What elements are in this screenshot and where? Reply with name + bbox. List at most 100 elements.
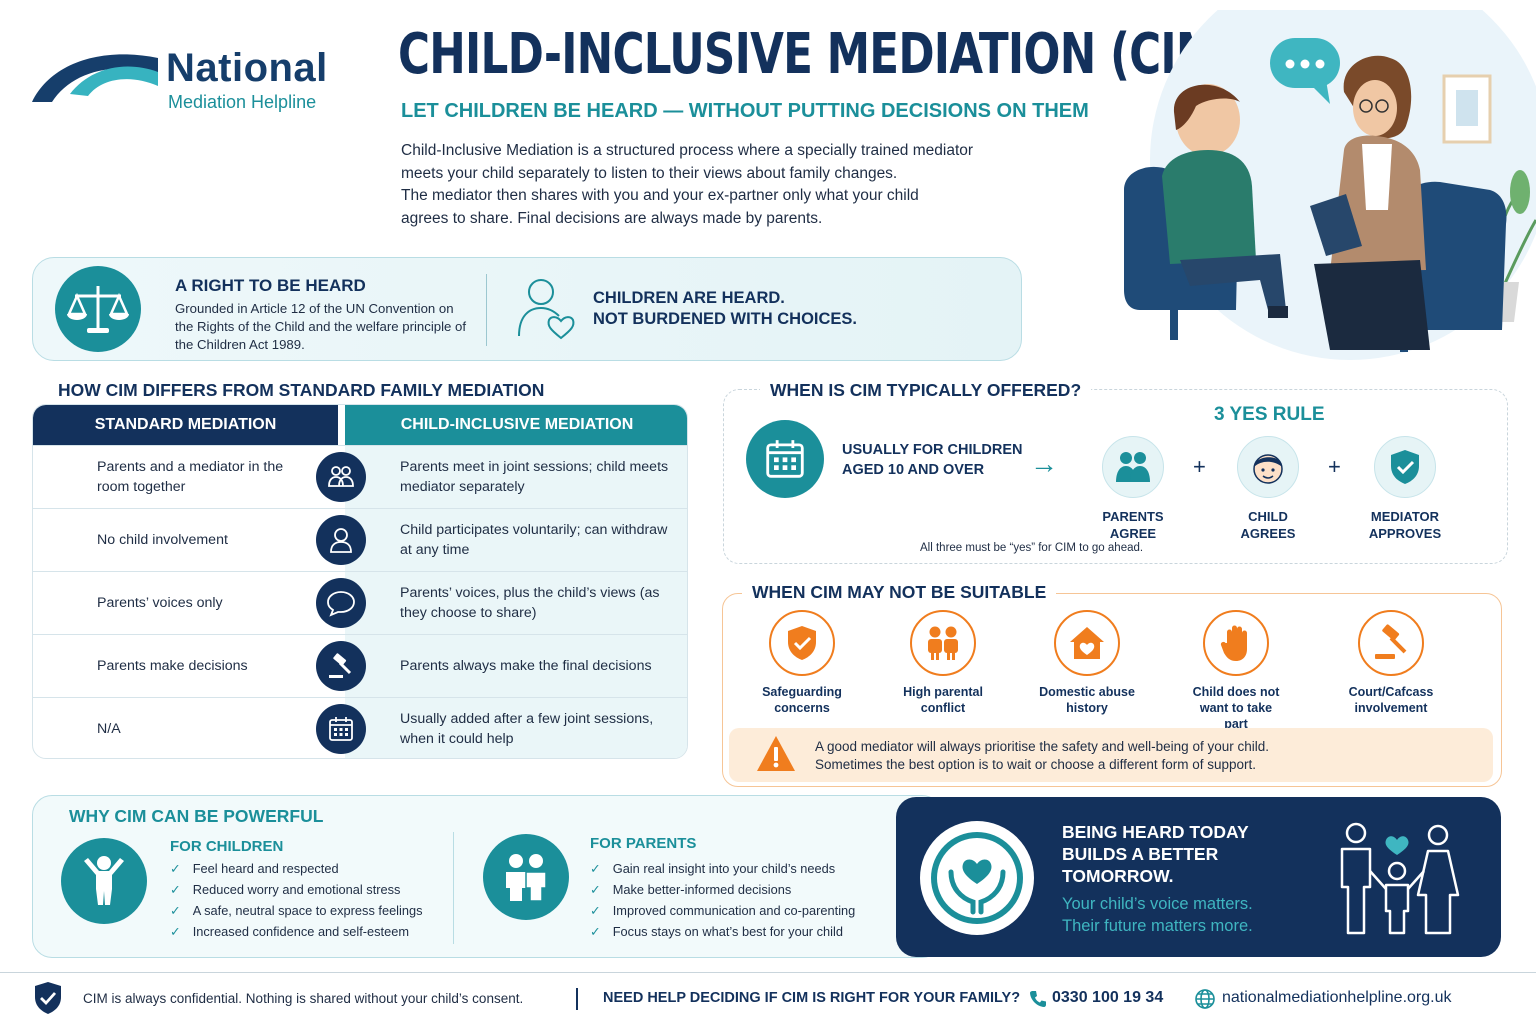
panel-subtitle-line: Your child’s voice matters. <box>1062 895 1253 913</box>
globe-icon <box>1195 989 1215 1009</box>
standard-cell: N/A <box>97 721 121 737</box>
page-subtitle: LET CHILDREN BE HEARD — WITHOUT PUTTING … <box>401 100 1089 122</box>
scales-icon <box>55 266 141 352</box>
list-item: Increased confidence and self-esteem <box>170 921 423 942</box>
cim-cell: Parents meet in joint sessions; child me… <box>400 459 669 495</box>
list-item: Focus stays on what’s best for your chil… <box>590 921 855 942</box>
rights-text: Grounded in Article 12 of the UN Convent… <box>175 301 467 352</box>
list-item: Improved communication and co-parenting <box>590 900 856 921</box>
table-row: N/A Usually added after a few joint sess… <box>33 697 687 758</box>
plus-sign: + <box>1328 454 1341 479</box>
parents-benefits-list: Gain real insight into your child’s need… <box>590 858 856 942</box>
warning-line: A good mediator will always prioritise t… <box>815 739 1269 754</box>
panel-subtitle: Your child’s voice matters. Their future… <box>1062 893 1253 937</box>
panel-title: BEING HEARD TODAY BUILDS A BETTER TOMORR… <box>1062 821 1249 887</box>
not-suitable-item: Court/Cafcass involvement <box>1326 610 1456 716</box>
column-header-cim: CHILD-INCLUSIVE MEDIATION <box>345 405 687 445</box>
panel-title-line: BEING HEARD TODAY <box>1062 822 1249 842</box>
not-suitable-item: High parental conflict <box>878 610 1008 716</box>
cim-cell: Parents always make the final decisions <box>400 658 652 674</box>
divider <box>453 832 454 944</box>
rule-label: CHILD AGREES <box>1213 508 1323 542</box>
not-suitable-label: Domestic abuse history <box>1022 684 1152 716</box>
cim-cell: Parents’ voices, plus the child’s views … <box>400 585 660 621</box>
standard-cell: Parents’ voices only <box>97 595 223 611</box>
not-suitable-item: Child does not want to take part <box>1171 610 1301 732</box>
comparison-heading: HOW CIM DIFFERS FROM STANDARD FAMILY MED… <box>58 380 545 400</box>
why-heading: WHY CIM CAN BE POWERFUL <box>69 806 324 826</box>
house-heart-icon <box>1054 610 1120 676</box>
parents-icon <box>1102 436 1164 498</box>
rule-item-child: CHILD AGREES <box>1213 436 1323 542</box>
not-suitable-label: High parental conflict <box>878 684 1008 716</box>
rule-note: All three must be “yes” for CIM to go ah… <box>920 542 1144 554</box>
when-offered-panel: USUALLY FOR CHILDREN AGED 10 AND OVER → … <box>723 389 1508 564</box>
label-line: Safeguarding <box>762 685 842 699</box>
gavel-icon <box>1358 610 1424 676</box>
not-suitable-label: Child does not want to take part <box>1171 684 1301 732</box>
children-benefits-list: Feel heard and respected Reduced worry a… <box>170 858 423 942</box>
footer-divider <box>0 972 1536 973</box>
intro-line: The mediator then shares with you and yo… <box>401 187 919 204</box>
standard-cell: Parents and a mediator in the room toget… <box>97 459 284 495</box>
rights-banner: A RIGHT TO BE HEARD Grounded in Article … <box>32 257 1022 361</box>
warning-line: Sometimes the best option is to wait or … <box>815 757 1256 772</box>
rights-title: A RIGHT TO BE HEARD <box>175 276 366 295</box>
warning-text: A good mediator will always prioritise t… <box>815 738 1269 774</box>
panel-title-line: BUILDS A BETTER <box>1062 844 1219 864</box>
confidential-note: CIM is always confidential. Nothing is s… <box>83 991 524 1006</box>
not-suitable-item: Domestic abuse history <box>1022 610 1152 716</box>
website-link[interactable]: nationalmediationhelpline.org.uk <box>1222 989 1452 1006</box>
conflict-icon <box>910 610 976 676</box>
person-heart-icon <box>518 279 575 340</box>
not-suitable-panel: Safeguarding concerns High parental confli… <box>722 593 1502 787</box>
cim-cell: Usually added after a few joint sessions… <box>400 711 654 747</box>
phone-link[interactable]: 0330 100 19 34 <box>1052 989 1164 1006</box>
age-line: AGED 10 AND OVER <box>842 462 985 478</box>
shield-check-icon <box>35 982 61 1014</box>
not-suitable-item: Safeguarding concerns <box>737 610 867 716</box>
for-parents-title: FOR PARENTS <box>590 835 697 852</box>
table-row: No child involvement Child participates … <box>33 508 687 570</box>
page-title: CHILD-INCLUSIVE MEDIATION (CIM) <box>398 22 1239 87</box>
calendar-icon <box>746 420 824 498</box>
column-header-standard: STANDARD MEDIATION <box>33 405 338 445</box>
rule-label-line: APPROVES <box>1368 526 1442 541</box>
calendar-icon <box>316 704 366 754</box>
family-heart-icon <box>1340 822 1460 935</box>
standard-cell: No child involvement <box>97 532 228 548</box>
intro-line: agrees to share. Final decisions are alw… <box>401 209 823 227</box>
for-children-title: FOR CHILDREN <box>170 838 284 855</box>
divider <box>486 274 487 346</box>
list-item: A safe, neutral space to express feeling… <box>170 900 423 921</box>
label-line: history <box>1066 701 1108 715</box>
logo[interactable]: National Mediation Helpline <box>30 44 360 124</box>
rule-title: 3 YES RULE <box>1214 404 1325 425</box>
child-arms-up-icon <box>61 838 147 924</box>
logo-name: National <box>166 46 328 90</box>
not-suitable-label: Safeguarding concerns <box>737 684 867 716</box>
list-item: Reduced worry and emotional stress <box>170 879 423 900</box>
why-powerful-panel: WHY CIM CAN BE POWERFUL FOR CHILDREN Fee… <box>32 795 942 958</box>
age-line: USUALLY FOR CHILDREN <box>842 442 1023 458</box>
label-line: want to take <box>1199 701 1273 715</box>
age-text: USUALLY FOR CHILDREN AGED 10 AND OVER <box>842 440 1022 480</box>
warning-banner: A good mediator will always prioritise t… <box>729 728 1493 782</box>
standard-cell: Parents make decisions <box>97 658 248 674</box>
hands-heart-icon <box>920 821 1034 935</box>
not-suitable-label: Court/Cafcass involvement <box>1326 684 1456 716</box>
rule-label-line: AGREE <box>1109 526 1157 541</box>
label-line: concerns <box>774 701 830 715</box>
rights-tagline: CHILDREN ARE HEARD. NOT BURDENED WITH CH… <box>593 288 857 330</box>
rule-label-line: AGREES <box>1240 526 1296 541</box>
parents-icon <box>483 834 569 920</box>
gavel-icon <box>316 641 366 691</box>
warning-icon <box>757 736 795 771</box>
child-face-icon <box>1237 436 1299 498</box>
logo-arc-icon <box>32 54 158 102</box>
when-offered-heading: WHEN IS CIM TYPICALLY OFFERED? <box>760 380 1092 401</box>
need-help-text: NEED HELP DECIDING IF CIM IS RIGHT FOR Y… <box>603 990 1021 1006</box>
list-item: Make better-informed decisions <box>590 879 855 900</box>
table-row: Parents make decisions Parents always ma… <box>33 634 687 696</box>
not-suitable-heading: WHEN CIM MAY NOT BE SUITABLE <box>742 582 1057 603</box>
